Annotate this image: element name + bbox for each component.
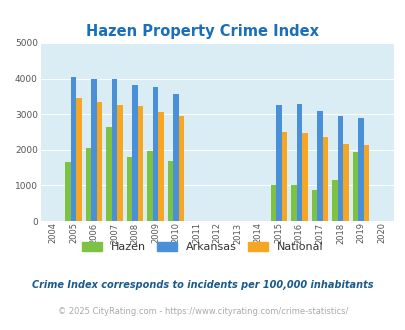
Bar bbox=[76, 98, 81, 221]
Bar bbox=[158, 113, 164, 221]
Bar bbox=[290, 184, 296, 221]
Bar bbox=[111, 80, 117, 221]
Bar bbox=[311, 190, 316, 221]
Bar bbox=[152, 86, 158, 221]
Bar bbox=[179, 116, 184, 221]
Bar bbox=[270, 184, 275, 221]
Bar bbox=[301, 133, 307, 221]
Bar bbox=[65, 162, 70, 221]
Bar bbox=[275, 105, 281, 221]
Bar bbox=[167, 161, 173, 221]
Bar bbox=[126, 157, 132, 221]
Bar bbox=[357, 118, 363, 221]
Bar bbox=[147, 151, 152, 221]
Bar bbox=[117, 105, 123, 221]
Bar bbox=[316, 111, 322, 221]
Bar bbox=[352, 151, 357, 221]
Text: Crime Index corresponds to incidents per 100,000 inhabitants: Crime Index corresponds to incidents per… bbox=[32, 280, 373, 290]
Bar bbox=[331, 180, 337, 221]
Bar bbox=[132, 85, 138, 221]
Bar bbox=[91, 80, 96, 221]
Text: Hazen Property Crime Index: Hazen Property Crime Index bbox=[86, 24, 319, 39]
Bar bbox=[322, 137, 327, 221]
Legend: Hazen, Arkansas, National: Hazen, Arkansas, National bbox=[82, 242, 323, 252]
Bar bbox=[85, 148, 91, 221]
Bar bbox=[173, 94, 179, 221]
Bar bbox=[337, 116, 342, 221]
Bar bbox=[70, 77, 76, 221]
Bar bbox=[138, 106, 143, 221]
Text: © 2025 CityRating.com - https://www.cityrating.com/crime-statistics/: © 2025 CityRating.com - https://www.city… bbox=[58, 307, 347, 316]
Bar bbox=[363, 145, 369, 221]
Bar bbox=[106, 127, 111, 221]
Bar bbox=[96, 102, 102, 221]
Bar bbox=[281, 132, 286, 221]
Bar bbox=[342, 144, 348, 221]
Bar bbox=[296, 104, 301, 221]
